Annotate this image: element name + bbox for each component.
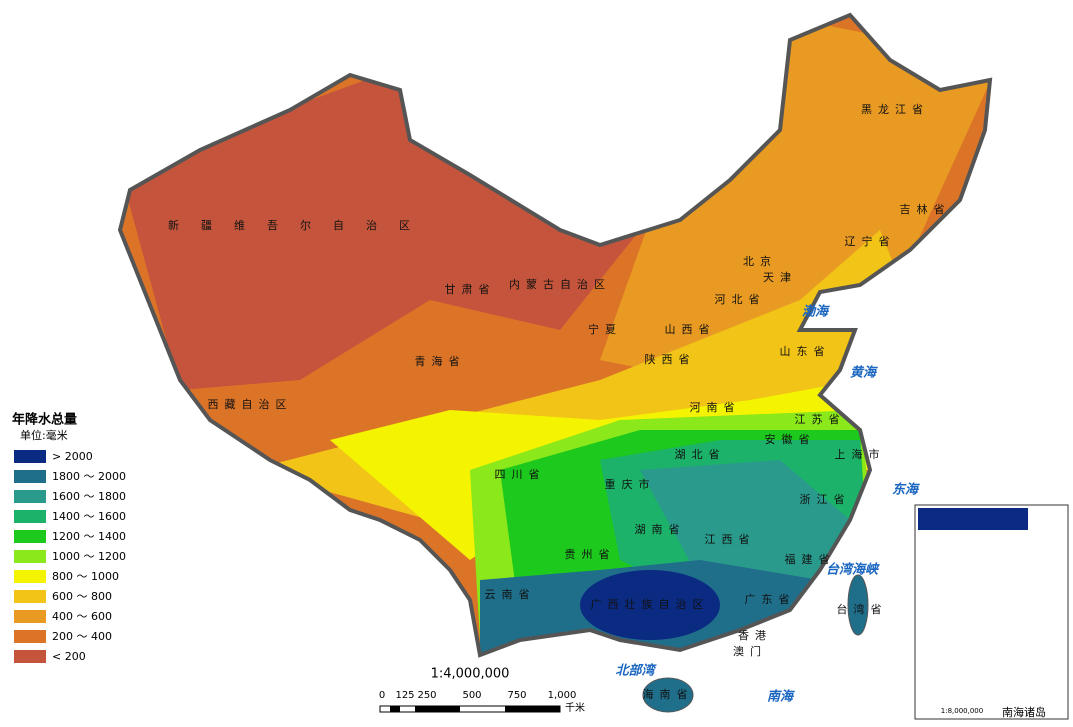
taiwan (847, 574, 869, 636)
hainan (642, 677, 694, 713)
region-label: 重庆市 (605, 477, 656, 491)
border (117, 12, 993, 658)
region-label: 广东省 (745, 593, 796, 606)
sea-label: 南海 (767, 689, 795, 705)
scale-bar (415, 706, 460, 712)
scale-tick: 250 (417, 690, 436, 701)
scale-bar (505, 706, 560, 712)
region-label: 黑龙江省 (861, 103, 929, 116)
region-label: 西藏自治区 (208, 397, 293, 411)
region-label: 新疆维吾尔自治区 (168, 218, 432, 232)
legend-swatch (14, 470, 46, 483)
legend-unit: 单位:毫米 (20, 428, 68, 442)
scale-tick: 1,000 (548, 690, 577, 701)
sea-label: 黄海 (850, 365, 878, 381)
legend-swatch (14, 590, 46, 603)
scale-tick: 500 (462, 690, 481, 701)
sea-label: 渤海 (802, 304, 830, 320)
region-label: 湖北省 (675, 448, 726, 461)
scale-bar (390, 706, 400, 712)
region-label: 江苏省 (795, 413, 846, 426)
region-label: 福建省 (785, 552, 836, 566)
region-label: 吉林省 (900, 202, 951, 216)
scale-ratio: 1:4,000,000 (431, 667, 510, 682)
region-label: 澳门 (733, 644, 767, 658)
legend-swatch (14, 550, 46, 563)
legend-label: > 2000 (52, 450, 93, 463)
scale-tick: 750 (507, 690, 526, 701)
sea-label: 东海 (892, 482, 920, 498)
region-label: 青海省 (415, 354, 466, 368)
inset-ratio: 1:8,000,000 (941, 707, 983, 715)
region-label: 台湾省 (837, 602, 888, 616)
region-label: 江西省 (705, 533, 756, 546)
legend-label: 1400 ～ 1600 (52, 510, 126, 523)
sea-label: 北部湾 (615, 663, 657, 679)
region-label: 河南省 (690, 401, 741, 414)
legend-label: 1600 ～ 1800 (52, 490, 126, 503)
region-label: 香港 (738, 629, 772, 642)
region-label: 云南省 (485, 588, 536, 601)
legend-swatch (14, 450, 46, 463)
region-label: 辽宁省 (845, 234, 896, 248)
legend-label: 800 ～ 1000 (52, 570, 119, 583)
region-label: 内蒙古自治区 (509, 277, 611, 291)
legend-title: 年降水总量 (12, 412, 77, 428)
inset-frame (914, 504, 1069, 720)
region-label: 北京 (743, 254, 777, 268)
legend-swatch (14, 510, 46, 523)
region-label: 海南省 (643, 687, 694, 701)
region-label: 上海市 (835, 447, 886, 461)
legend-label: 400 ～ 600 (52, 610, 112, 623)
region-label: 天津 (763, 271, 797, 284)
legend-label: 1200 ～ 1400 (52, 530, 126, 543)
legend-swatch (14, 570, 46, 583)
sea-label: 台湾海峡 (826, 562, 880, 578)
legend-swatch (14, 490, 46, 503)
legend-label: 600 ～ 800 (52, 590, 112, 603)
region-label: 宁夏 (588, 322, 622, 336)
region-label: 安徽省 (765, 432, 816, 446)
region-label: 甘肃省 (445, 283, 496, 296)
region-label: 山东省 (780, 345, 831, 358)
inset-land (918, 508, 1028, 530)
region-label: 广西壮族自治区 (591, 597, 710, 611)
scale-unit: 千米 (565, 701, 585, 714)
region-label: 湖南省 (635, 523, 686, 536)
scale-tick: 125 (395, 690, 414, 701)
region-label: 河北省 (715, 293, 766, 306)
scale-tick: 0 (379, 690, 385, 701)
inset-title: 南海诸岛 (1002, 705, 1046, 719)
legend-label: < 200 (52, 650, 86, 663)
region-label: 陕西省 (645, 352, 696, 366)
legend-label: 1800 ～ 2000 (52, 470, 126, 483)
region-label: 贵州省 (565, 548, 616, 561)
legend-label: 200 ～ 400 (52, 630, 112, 643)
region-label: 山西省 (665, 323, 716, 336)
region-label: 四川省 (495, 468, 546, 481)
legend-swatch (14, 650, 46, 663)
region-label: 浙江省 (800, 493, 851, 506)
legend-label: 1000 ～ 1200 (52, 550, 126, 563)
legend-swatch (14, 630, 46, 643)
legend-swatch (14, 530, 46, 543)
legend-swatch (14, 610, 46, 623)
